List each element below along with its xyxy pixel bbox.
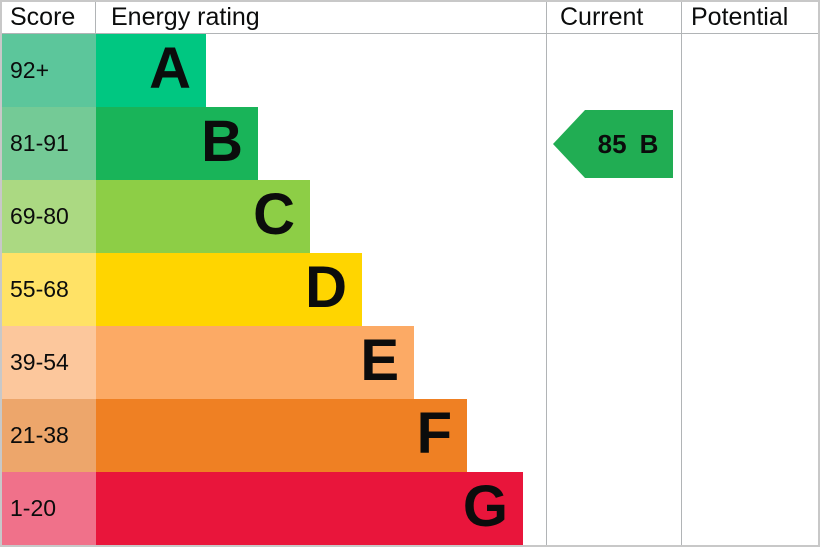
current-band-letter: B xyxy=(639,128,659,159)
rating-bar-g: G xyxy=(96,472,523,545)
score-cell-d: 55-68 xyxy=(2,253,96,326)
header-potential: Potential xyxy=(681,2,818,33)
score-cell-b: 81-91 xyxy=(2,107,96,180)
band-letter-a: A xyxy=(149,35,191,101)
current-score-value: 85 xyxy=(597,128,627,159)
rating-bar-e: E xyxy=(96,326,414,399)
arrow-shape-icon xyxy=(553,110,673,178)
header-energy-rating: Energy rating xyxy=(111,3,260,31)
header-score: Score xyxy=(2,2,96,33)
header-current: Current xyxy=(546,2,681,33)
band-letter-b: B xyxy=(201,108,243,174)
rating-bar-c: C xyxy=(96,180,310,253)
current-rating-arrow: 85 B xyxy=(553,110,673,178)
band-letter-e: E xyxy=(360,327,399,393)
band-letter-g: G xyxy=(462,473,508,539)
band-letter-c: C xyxy=(253,181,295,247)
score-cell-g: 1-20 xyxy=(2,472,96,545)
chart-body: 92+ 81-91 69-80 55-68 39-54 21-38 1-20 A… xyxy=(2,34,818,545)
score-column: 92+ 81-91 69-80 55-68 39-54 21-38 1-20 xyxy=(2,34,96,545)
rating-bar-d: D xyxy=(96,253,362,326)
rating-bar-b: B xyxy=(96,107,258,180)
score-cell-f: 21-38 xyxy=(2,399,96,472)
score-cell-c: 69-80 xyxy=(2,180,96,253)
score-cell-e: 39-54 xyxy=(2,326,96,399)
rating-bar-f: F xyxy=(96,399,467,472)
potential-column xyxy=(681,34,818,545)
band-letter-f: F xyxy=(416,400,452,466)
rating-bars-column: A B C D E F G xyxy=(96,34,546,545)
current-rating-label: 85 B xyxy=(553,110,673,178)
band-letter-d: D xyxy=(305,254,347,320)
rating-bar-a: A xyxy=(96,34,206,107)
score-cell-a: 92+ xyxy=(2,34,96,107)
header-row: Score Energy rating Current Potential xyxy=(2,2,818,34)
current-column: 85 B xyxy=(546,34,681,545)
